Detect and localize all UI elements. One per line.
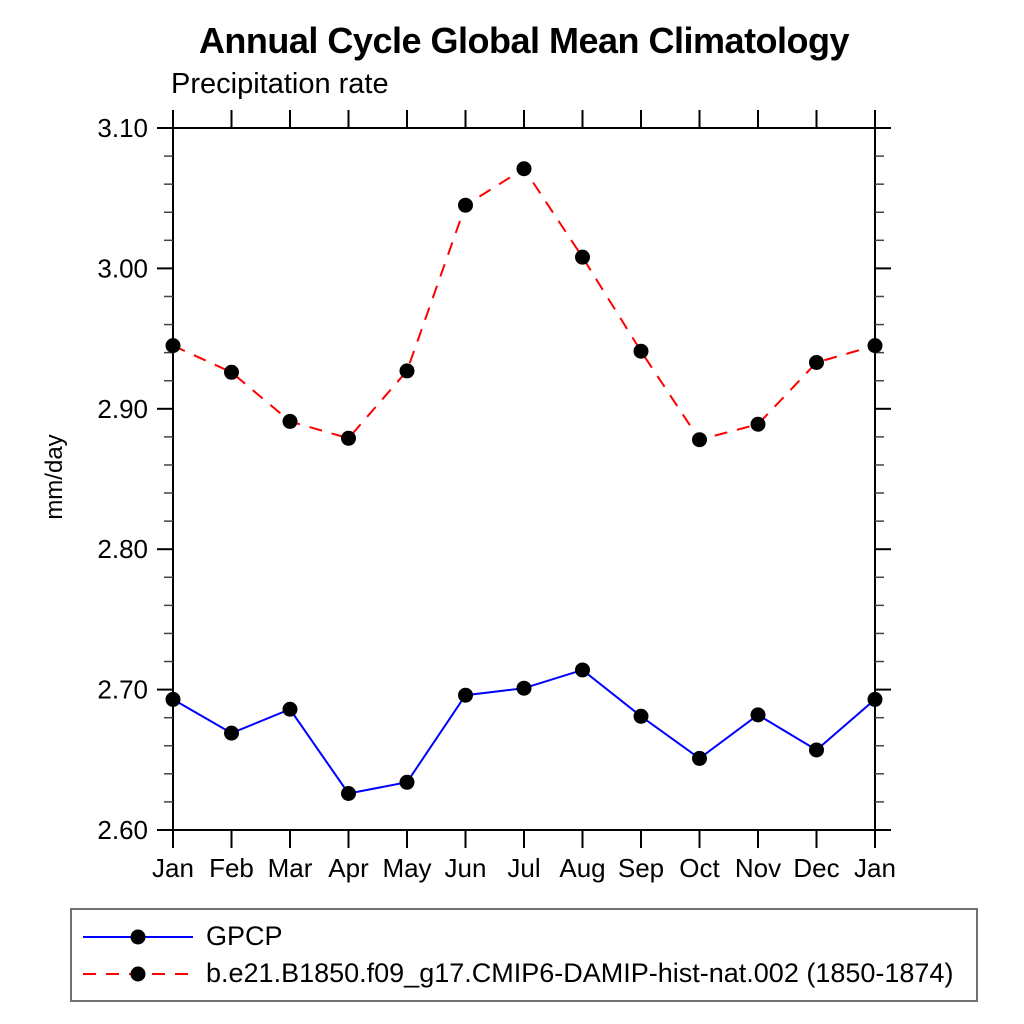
y-tick-label: 3.00 bbox=[97, 253, 148, 283]
chart-subtitle: Precipitation rate bbox=[171, 68, 389, 100]
data-point-marker-series-1 bbox=[575, 249, 590, 265]
x-tick-label: Sep bbox=[618, 853, 664, 883]
x-tick-label: Dec bbox=[793, 853, 839, 883]
data-point-marker-series-0 bbox=[692, 750, 707, 766]
data-point-marker-series-1 bbox=[516, 161, 532, 177]
data-point-marker-series-0 bbox=[809, 742, 824, 758]
x-tick-label: Mar bbox=[268, 853, 313, 883]
legend-row-model: b.e21.B1850.f09_g17.CMIP6-DAMIP-hist-nat… bbox=[78, 955, 976, 992]
x-tick-label: Jan bbox=[152, 853, 194, 883]
data-point-marker-series-1 bbox=[341, 430, 356, 446]
y-tick-label: 2.90 bbox=[97, 394, 148, 424]
data-point-marker-series-1 bbox=[692, 432, 707, 448]
data-point-marker-series-1 bbox=[224, 364, 239, 380]
x-tick-label: Feb bbox=[209, 853, 254, 883]
model-dashed-line-sample-icon bbox=[83, 966, 193, 981]
legend-row-gpcp: GPCP bbox=[78, 918, 976, 955]
data-point-marker-series-1 bbox=[867, 338, 883, 354]
data-point-marker-series-0 bbox=[165, 691, 181, 707]
x-tick-label: Jun bbox=[445, 853, 487, 883]
x-tick-label: Oct bbox=[679, 853, 720, 883]
data-point-marker-series-0 bbox=[750, 707, 766, 723]
data-point-marker-series-1 bbox=[399, 363, 415, 379]
data-point-marker-series-1 bbox=[458, 197, 473, 213]
data-point-marker-series-0 bbox=[458, 687, 473, 703]
y-tick-label: 3.10 bbox=[97, 113, 148, 143]
gpcp-line-sample-icon bbox=[83, 929, 193, 944]
data-point-marker-series-0 bbox=[516, 680, 532, 696]
series-line-1 bbox=[172, 167, 876, 441]
data-point-marker-series-0 bbox=[282, 701, 298, 717]
data-point-marker-series-0 bbox=[399, 774, 415, 790]
chart-title: Annual Cycle Global Mean Climatology bbox=[198, 20, 850, 61]
x-tick-label: May bbox=[382, 853, 431, 883]
x-tick-label: Aug bbox=[559, 853, 605, 883]
legend-label-model: b.e21.B1850.f09_g17.CMIP6-DAMIP-hist-nat… bbox=[206, 958, 954, 988]
y-tick-label: 2.80 bbox=[97, 534, 148, 564]
x-tick-label: Jul bbox=[507, 853, 540, 883]
data-point-marker-series-1 bbox=[750, 416, 766, 432]
data-point-marker-series-1 bbox=[809, 354, 824, 370]
data-point-marker-series-0 bbox=[575, 662, 590, 678]
legend-box: GPCP b.e21.B1850.f09_g17.CMIP6-DAMIP-his… bbox=[70, 908, 978, 1002]
y-tick-label: 2.60 bbox=[97, 815, 148, 845]
data-point-marker-series-0 bbox=[224, 725, 239, 741]
legend-label-gpcp: GPCP bbox=[206, 921, 283, 951]
data-point-marker-series-1 bbox=[165, 338, 181, 354]
x-tick-label: Jan bbox=[854, 853, 896, 883]
data-point-marker-series-1 bbox=[633, 343, 649, 359]
x-tick-label: Apr bbox=[328, 853, 369, 883]
x-tick-label: Nov bbox=[735, 853, 781, 883]
data-point-marker-series-0 bbox=[341, 785, 356, 801]
plot-frame bbox=[172, 127, 876, 831]
y-tick-label: 2.70 bbox=[97, 675, 148, 705]
data-point-marker-series-0 bbox=[867, 691, 883, 707]
data-point-marker-series-1 bbox=[282, 413, 298, 429]
data-point-marker-series-0 bbox=[633, 708, 649, 724]
